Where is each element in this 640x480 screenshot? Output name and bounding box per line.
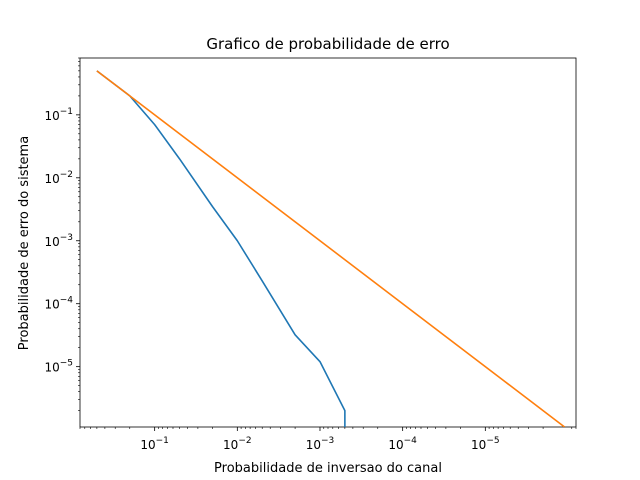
y-axis-label: Probabilidade de erro do sistema: [17, 136, 32, 350]
x-axis-label: Probabilidade de inversao do canal: [214, 461, 442, 476]
chart-title: Grafico de probabilidade de erro: [206, 35, 449, 53]
